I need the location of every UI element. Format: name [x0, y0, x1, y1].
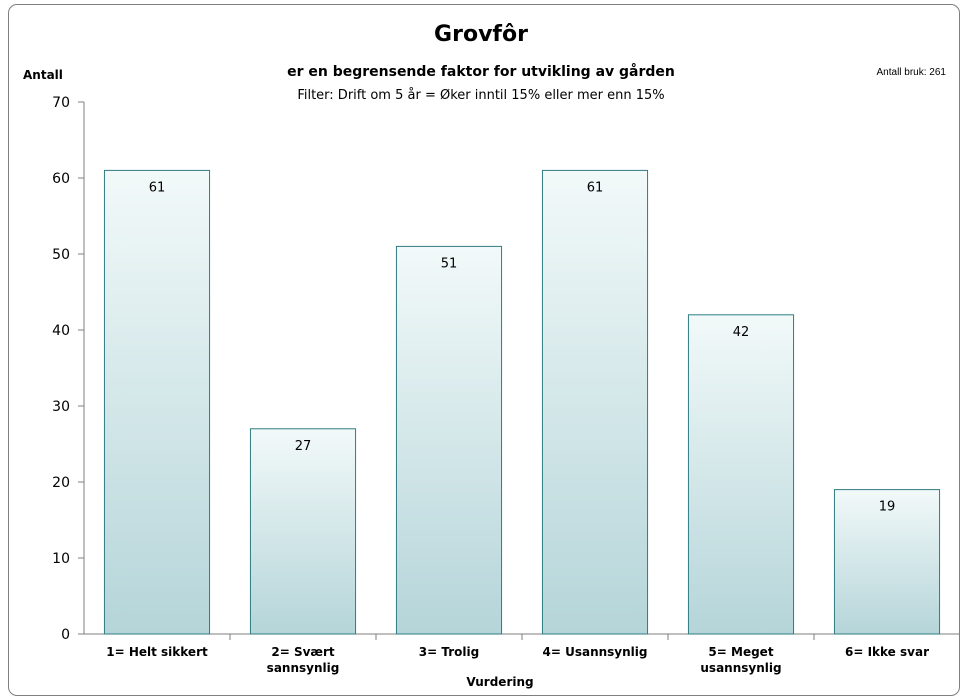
- data-label: 61: [587, 180, 604, 195]
- x-tick-label: 2= Svært: [271, 645, 335, 659]
- chart-filter: Filter: Drift om 5 år = Øker inntil 15% …: [297, 88, 665, 103]
- bar: [103, 169, 211, 635]
- x-tick-label: 6= Ikke svar: [845, 645, 929, 659]
- y-tick-label: 20: [52, 475, 70, 491]
- x-tick-label: 3= Trolig: [419, 645, 479, 659]
- y-tick-label: 60: [52, 171, 70, 187]
- x-tick-label: 1= Helt sikkert: [106, 645, 208, 659]
- x-tick-label: sannsynlig: [267, 661, 340, 675]
- y-tick-label: 40: [52, 323, 70, 339]
- y-tick-label: 30: [52, 399, 70, 415]
- bar: [249, 428, 357, 635]
- respondent-count: Antall bruk: 261: [876, 67, 947, 78]
- x-tick-label: usannsynlig: [700, 661, 781, 675]
- y-tick-label: 50: [52, 247, 70, 263]
- x-tick-label: 5= Meget: [708, 645, 773, 659]
- y-tick-label: 0: [61, 627, 70, 643]
- bar: [687, 314, 795, 635]
- chart-subtitle: er en begrensende faktor for utvikling a…: [287, 64, 675, 80]
- data-label: 42: [733, 325, 750, 340]
- chart-title: Grovfôr: [434, 22, 528, 47]
- data-label: 61: [149, 180, 166, 195]
- x-axis-label: Vurdering: [466, 675, 534, 689]
- y-axis-label: Antall: [23, 68, 63, 82]
- data-label: 27: [295, 439, 312, 454]
- bar: [833, 489, 941, 635]
- bar: [541, 169, 649, 635]
- y-tick-label: 70: [52, 95, 70, 111]
- bar: [395, 245, 503, 635]
- y-tick-label: 10: [52, 551, 70, 567]
- data-label: 51: [441, 256, 458, 271]
- data-label: 19: [879, 500, 896, 515]
- x-tick-label: 4= Usannsynlig: [543, 645, 648, 659]
